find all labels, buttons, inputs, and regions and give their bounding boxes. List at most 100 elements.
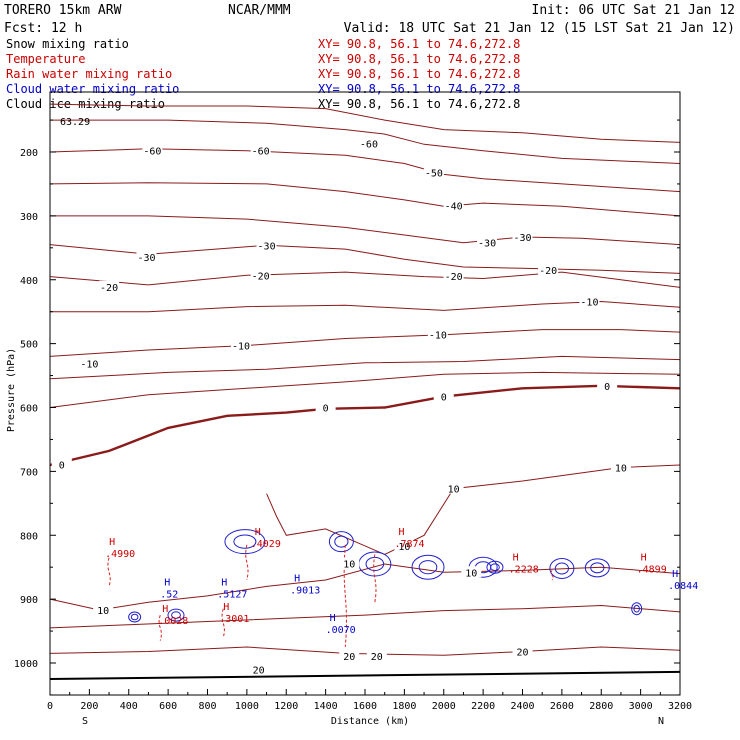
forecast-hour: Fcst: 12 h — [4, 21, 82, 36]
isotherm-3 — [49, 182, 681, 217]
isotherm-1 — [50, 119, 681, 164]
h-marker-10: H — [330, 613, 336, 624]
temp-label-16: -10 — [80, 359, 98, 370]
x-tick-label-14: 2800 — [589, 701, 613, 712]
temp-label-bg-29 — [512, 645, 533, 657]
isotherm-5 — [49, 244, 681, 274]
temp-label-bg-8 — [136, 250, 157, 262]
temp-label-bg-19 — [315, 401, 336, 413]
h-value-9: .9013 — [290, 585, 320, 596]
legend-xy-4: XY= 90.8, 56.1 to 74.6,272.8 — [318, 97, 520, 111]
isotherm-warm-0 — [49, 563, 681, 611]
temp-label-28: 20 — [371, 652, 383, 663]
h-marker-2: H — [398, 527, 404, 538]
isotherm-4 — [50, 215, 681, 246]
legend-xy-2: XY= 90.8, 56.1 to 74.6,272.8 — [318, 67, 520, 81]
temp-label-bg-11 — [443, 269, 464, 281]
temp-label-bg-17 — [597, 379, 618, 391]
cloud-contour-inner-8 — [233, 534, 257, 549]
temp-label-bg-18 — [433, 390, 454, 402]
h-value-5: .0028 — [158, 616, 188, 627]
temperature-contours — [49, 103, 681, 680]
temp-label-bg-26 — [93, 603, 114, 615]
x-tick-label-8: 1600 — [353, 701, 377, 712]
x-tick-label-11: 2200 — [471, 701, 495, 712]
temp-label-bg-14 — [230, 339, 251, 351]
h-marker-5: H — [162, 604, 168, 615]
temp-label-30: 20 — [253, 665, 265, 676]
h-marker-9: H — [294, 573, 300, 584]
x-tick-label-9: 1800 — [392, 701, 416, 712]
isotherm-warm-3 — [266, 464, 681, 555]
cloud-contour-inner-3 — [554, 562, 569, 575]
temp-label-bg-4 — [443, 199, 464, 211]
isotherm-6 — [49, 271, 681, 288]
temp-label-6: -30 — [513, 233, 531, 244]
x-tick-label-1: 200 — [80, 701, 98, 712]
h-marker-6: H — [223, 602, 229, 613]
temp-label-bg-15 — [427, 328, 448, 340]
isotherm-0 — [49, 103, 681, 143]
rain-streak-3 — [373, 554, 377, 603]
temp-label-18: 0 — [441, 393, 447, 404]
cloud-contour-inner-4 — [590, 562, 605, 574]
temp-label-bg-23 — [339, 557, 360, 569]
y-tick-label-2: 400 — [20, 276, 38, 287]
cloud-contour-5 — [167, 608, 185, 622]
cloud-contour-4 — [584, 558, 610, 578]
cloud-contour-inner-10 — [418, 560, 438, 575]
temp-label-21: 10 — [615, 464, 627, 475]
temp-label-bg-28 — [366, 649, 387, 661]
cloud-contour-3 — [549, 557, 575, 579]
temp-label-26: 10 — [97, 606, 109, 617]
temp-label-4: -40 — [445, 202, 463, 213]
isotherm-10 — [49, 371, 681, 408]
isotherm-warm-1 — [49, 604, 681, 629]
h-value-1: .4029 — [251, 539, 281, 550]
temp-label-bg-9 — [99, 280, 120, 292]
temp-label-25: 10 — [465, 568, 477, 579]
temp-label-15: -10 — [429, 331, 447, 342]
temp-label-22: 10 — [448, 485, 460, 496]
temp-label-27: 20 — [343, 652, 355, 663]
legend-field-2: Rain water mixing ratio — [6, 67, 172, 81]
x-axis-label: Distance (km) — [331, 716, 409, 727]
x-tick-label-2: 400 — [120, 701, 138, 712]
temp-label-bg-10 — [250, 269, 271, 281]
cloud-contour-9 — [328, 531, 354, 553]
temp-label-23: 10 — [343, 559, 355, 570]
h-marker-7: H — [164, 577, 170, 588]
temp-label-19: 0 — [323, 404, 329, 415]
x-tick-label-7: 1400 — [314, 701, 338, 712]
temp-label-bg-13 — [579, 295, 600, 307]
isotherm-2 — [49, 148, 681, 193]
temp-label-13: -10 — [580, 297, 598, 308]
temp-label-29: 20 — [516, 648, 528, 659]
x-tick-label-4: 800 — [198, 701, 216, 712]
temp-label-bg-30 — [248, 663, 269, 675]
axes: 0 200 400 600 800 1000 1200 1400 1600 1800 2000 220… — [14, 119, 692, 712]
temp-label-bg-22 — [443, 482, 464, 494]
surface-line — [49, 670, 681, 680]
temp-label-bg-1 — [250, 144, 271, 156]
y-tick-label-4: 600 — [20, 404, 38, 415]
x-tick-label-5: 1000 — [235, 701, 259, 712]
temp-label-12: -20 — [539, 266, 557, 277]
cloud-contour-inner-5 — [171, 611, 181, 619]
temp-label-bg-6 — [512, 230, 533, 242]
h-value-6: .3001 — [219, 614, 249, 625]
legend-field-0: Snow mixing ratio — [6, 37, 129, 51]
temp-label-bg-5 — [477, 236, 498, 248]
cloud-contour-2 — [486, 560, 504, 574]
x-tick-label-0: 0 — [47, 701, 53, 712]
h-marker-11: H — [672, 569, 678, 580]
h-value-7: .52 — [160, 589, 178, 600]
h-marker-4: H — [641, 552, 647, 563]
temp-label-1: -60 — [252, 147, 270, 158]
center-label: NCAR/MMM — [228, 3, 291, 18]
temp-label-0: -60 — [143, 147, 161, 158]
y-tick-label-1: 300 — [20, 212, 38, 223]
temp-label-bg-0 — [142, 144, 163, 156]
x-tick-label-13: 2600 — [550, 701, 574, 712]
